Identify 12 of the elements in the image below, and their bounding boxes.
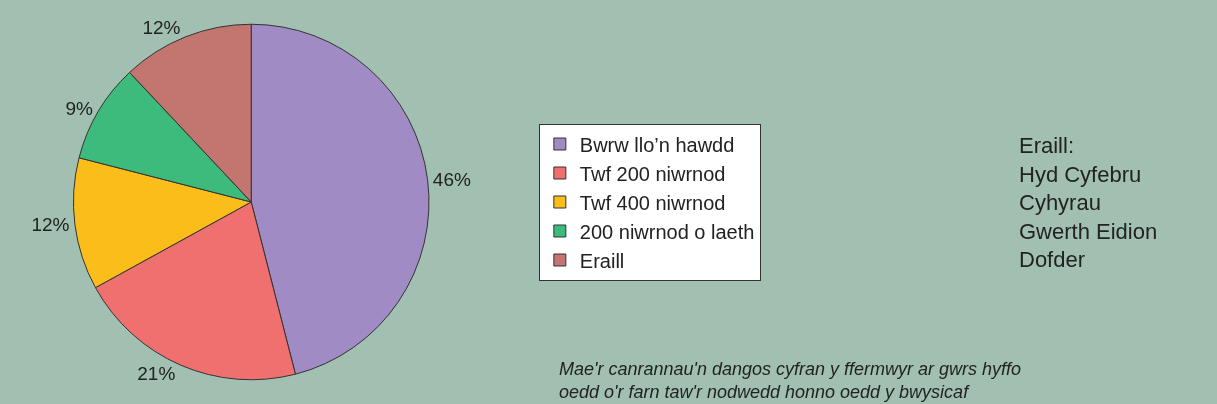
data-label: 9% <box>65 98 93 120</box>
legend-label: 200 niwrnod o laeth <box>579 220 755 243</box>
text: Mae'r canrannau'n dangos cyfran y ffermwyr ar gwrs hyffo oedd o'r farn taw'r nodwedd honno oedd y bwysicaf <box>559 359 1022 403</box>
legend-label: Twf 200 niwrnod <box>579 162 726 185</box>
data-label: 21% <box>137 363 176 385</box>
legend-label: Eraill <box>579 249 625 272</box>
legend-label: Twf 400 niwrnod <box>579 191 726 214</box>
text: Eraill: Hyd Cyfebru Cyhyrau Gwerth Eidion Dofder <box>1019 133 1158 273</box>
data-label: 46% <box>432 169 471 191</box>
legend-label: Bwrw llo’n hawdd <box>579 133 735 156</box>
data-label: 12% <box>31 213 70 235</box>
data-label: 12% <box>142 17 181 39</box>
